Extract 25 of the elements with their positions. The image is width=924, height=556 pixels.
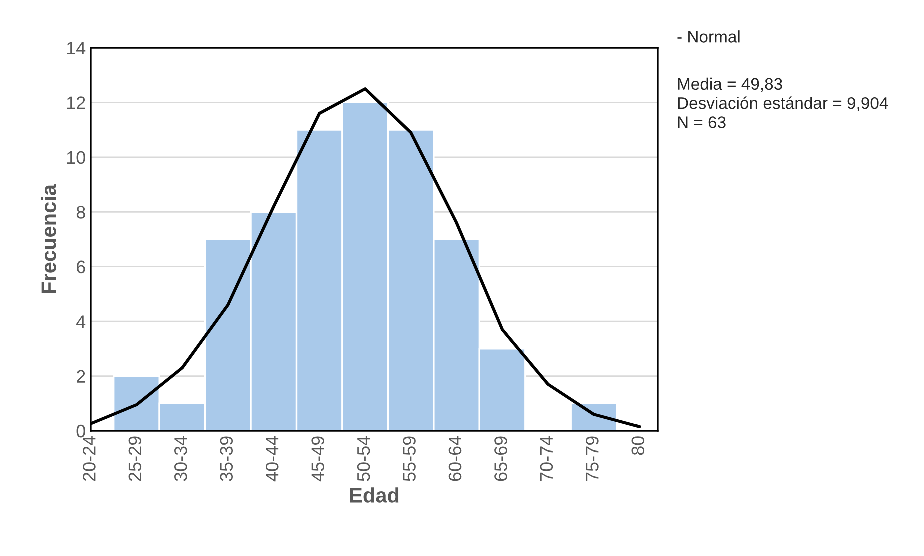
y-tick-label: 6 (77, 260, 86, 274)
y-tick-label: 4 (76, 316, 86, 328)
x-tick-label: 45-49 (312, 436, 324, 482)
x-tick-label: 20-24 (83, 436, 96, 482)
y-tick-label: 0 (76, 424, 86, 438)
x-tick-label: 55-59 (403, 436, 416, 482)
x-tick-label: 30-34 (174, 436, 188, 482)
y-tick-label: 8 (76, 206, 86, 219)
x-tick-label: 80 (632, 436, 645, 456)
y-tick-label: 2 (77, 370, 86, 383)
x-tick-label: 70-74 (540, 436, 554, 482)
y-tick-label: 14 (67, 42, 86, 55)
y-tick-label: 10 (67, 151, 86, 164)
x-tick-label: 60-64 (448, 436, 462, 482)
x-tick-label: 25-29 (128, 436, 142, 482)
y-axis-title: Frecuencia (41, 184, 56, 294)
x-tick-label: 50-54 (357, 436, 370, 482)
x-tick-label: 65-69 (494, 436, 508, 482)
x-tick-label: 40-44 (266, 436, 279, 482)
y-tick-label: 12 (67, 96, 86, 110)
x-tick-label: 75-79 (586, 436, 599, 482)
text: Media = 49,83 Desviación estándar = 9,904 N = 63 (678, 78, 888, 128)
x-tick-label: 35-39 (220, 436, 234, 482)
x-axis-title: Edad (350, 488, 399, 503)
text: - Normal (678, 30, 740, 43)
